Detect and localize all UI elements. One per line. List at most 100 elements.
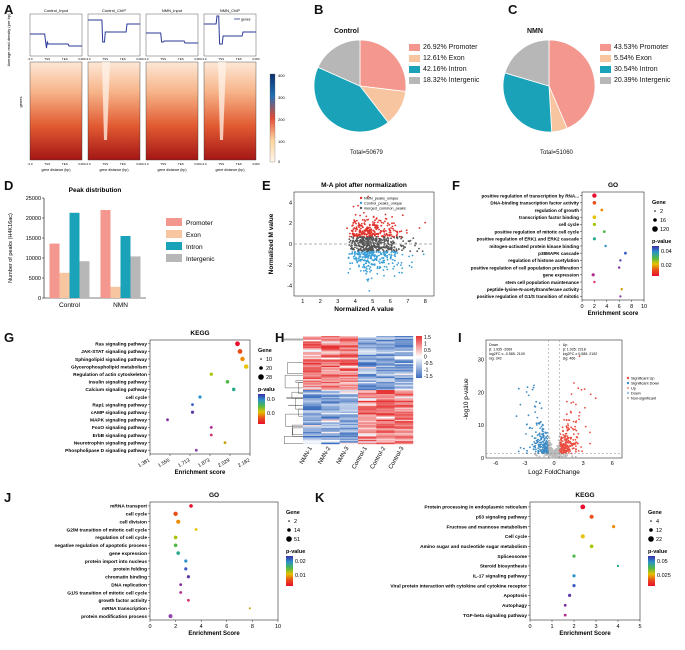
volcano-point xyxy=(562,451,565,453)
ma-point xyxy=(390,244,393,247)
ma-point xyxy=(373,258,376,260)
heatmap-cell xyxy=(321,337,340,339)
heatmap-cell xyxy=(303,407,322,410)
heatmap-cell xyxy=(376,367,395,369)
heatmap-cell xyxy=(303,425,322,427)
x-tick-label: 5 xyxy=(371,299,374,305)
legend-size-dot xyxy=(288,520,290,522)
heatmap-cell xyxy=(303,354,322,357)
ma-point xyxy=(369,234,371,237)
heatmap-cell xyxy=(303,419,322,422)
volcano-point xyxy=(559,456,562,459)
volcano-point xyxy=(564,446,567,449)
heatmap-cell xyxy=(321,388,340,391)
ma-point xyxy=(377,235,380,238)
volcano-point xyxy=(575,420,578,423)
ma-point xyxy=(383,274,385,277)
heatmap-cell xyxy=(321,398,340,400)
colorbar-tick: 100 xyxy=(278,139,285,144)
pvalue-tick: 0.02 xyxy=(267,411,275,417)
enrichment-dot xyxy=(612,525,616,529)
heatmap-cell xyxy=(303,435,322,438)
ma-point xyxy=(355,239,358,242)
legend-label: Exon xyxy=(186,232,201,239)
legend-size-label: 51 xyxy=(294,537,300,543)
term-label: G2/M transition of mitotic cell cycle xyxy=(66,527,147,533)
enrichment-dot xyxy=(194,528,198,531)
ma-point xyxy=(372,249,375,252)
volcano-point xyxy=(532,445,535,448)
volcano-point xyxy=(573,382,575,384)
ma-point xyxy=(375,225,377,227)
dendrogram-branch xyxy=(285,413,303,427)
heatmap-cell xyxy=(358,376,377,379)
colorbar-tick: 0.5 xyxy=(424,348,431,354)
legend-label: genes xyxy=(241,18,251,22)
heatmap-ylabel: genes xyxy=(18,97,23,108)
heatmap-cell xyxy=(358,365,377,368)
term-label: mRNA transport xyxy=(110,504,147,510)
ma-point xyxy=(383,251,385,254)
term-label: protein folding xyxy=(113,567,147,573)
ma-point xyxy=(385,239,388,242)
heatmap-cell xyxy=(358,394,377,396)
volcano-point xyxy=(531,435,534,438)
ma-point xyxy=(382,261,385,264)
enrichment-dot xyxy=(592,193,597,198)
heatmap-cell xyxy=(394,358,414,361)
heatmap-cell xyxy=(339,425,359,427)
volcano-point xyxy=(536,416,539,419)
heatmap-cell xyxy=(321,356,340,358)
ma-point xyxy=(372,233,375,235)
ma-point xyxy=(365,253,368,256)
y-tick-label: 4 xyxy=(289,200,292,206)
term-label: mitogen-activated protein kinase binding xyxy=(489,244,579,249)
heatmap-cell xyxy=(394,348,414,350)
enrichment-dot xyxy=(231,387,236,392)
heatmap-cell xyxy=(303,422,322,424)
ma-point xyxy=(393,246,396,249)
legend-label: 30.54% Intron xyxy=(614,66,658,73)
heatmap-cell xyxy=(339,341,359,343)
volcano-point xyxy=(549,452,551,455)
term-label: positive regulation of ERK1 and ERK2 cas… xyxy=(477,237,580,242)
heatmap-cell xyxy=(376,431,395,434)
heatmap-cell xyxy=(303,406,322,408)
volcano-point xyxy=(569,445,572,447)
volcano-point xyxy=(570,426,572,429)
x-axis-label: Enrichment Score xyxy=(188,631,240,637)
legend-label: Control_peaks_unique xyxy=(364,202,402,206)
y-tick-label: 15000 xyxy=(26,236,41,242)
heatmap-cell xyxy=(358,380,377,383)
heatmap-cell xyxy=(321,400,340,403)
heatmap-cell xyxy=(358,392,377,395)
heatmap-cell xyxy=(339,376,359,379)
heatmap-cell xyxy=(376,368,395,370)
heatmap-cell xyxy=(358,340,377,342)
ma-point xyxy=(376,255,379,258)
heatmap-cell xyxy=(358,434,377,437)
heatmap-cell xyxy=(394,434,414,437)
heatmap-cell xyxy=(358,414,377,416)
ma-point xyxy=(377,244,380,246)
heatmap-cell xyxy=(394,342,414,345)
heatmap-cell xyxy=(358,412,377,415)
volcano-point xyxy=(544,447,547,449)
heatmap-cell xyxy=(394,353,414,356)
legend-label: Promoter xyxy=(186,220,214,227)
heatmap-cell xyxy=(339,417,359,419)
ma-point xyxy=(359,233,361,236)
volcano-point xyxy=(570,393,573,395)
heatmap-cell xyxy=(376,390,395,392)
dendrogram-branch xyxy=(292,424,303,435)
ma-point xyxy=(374,226,377,229)
pvalue-colorbar xyxy=(258,394,265,424)
heatmap-cell xyxy=(321,417,340,419)
heatmap-cell xyxy=(358,372,377,374)
heatmap-cell xyxy=(358,341,377,343)
enrichment-dot xyxy=(179,591,183,594)
heatmap-cell xyxy=(321,418,340,420)
ma-point xyxy=(357,204,359,207)
y-tick-label: 10000 xyxy=(26,256,41,262)
